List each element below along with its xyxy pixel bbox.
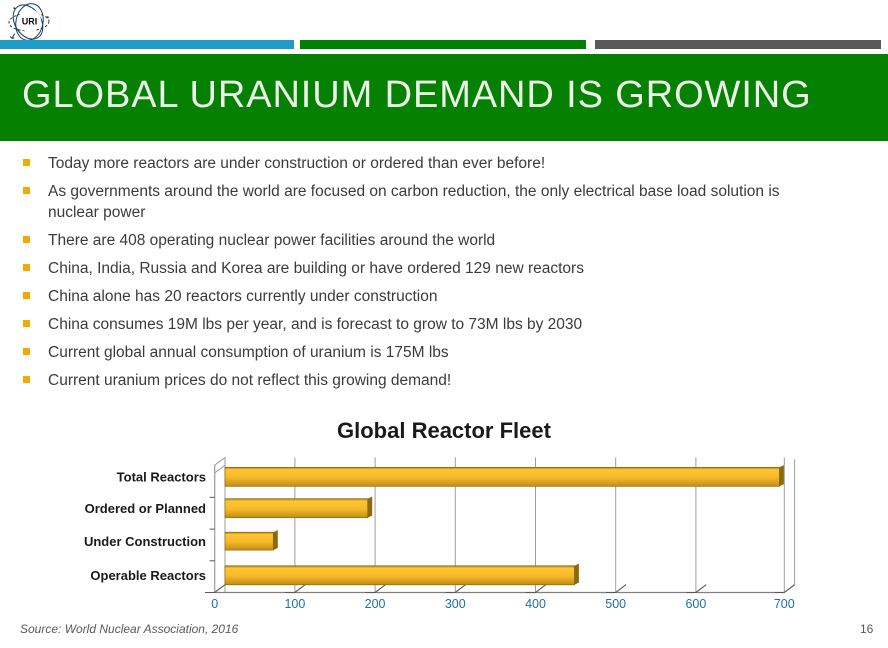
svg-text:100: 100	[284, 597, 305, 611]
svg-text:700: 700	[774, 597, 795, 611]
svg-text:Total Reactors: Total Reactors	[117, 470, 206, 485]
svg-text:Ordered or Planned: Ordered or Planned	[85, 501, 206, 516]
svg-text:200: 200	[365, 597, 386, 611]
svg-text:400: 400	[525, 597, 546, 611]
svg-text:Operable Reactors: Operable Reactors	[90, 568, 206, 583]
svg-text:Under Construction: Under Construction	[84, 534, 206, 549]
svg-text:300: 300	[445, 597, 466, 611]
svg-text:600: 600	[685, 597, 706, 611]
svg-text:500: 500	[605, 597, 626, 611]
svg-text:0: 0	[211, 597, 218, 611]
